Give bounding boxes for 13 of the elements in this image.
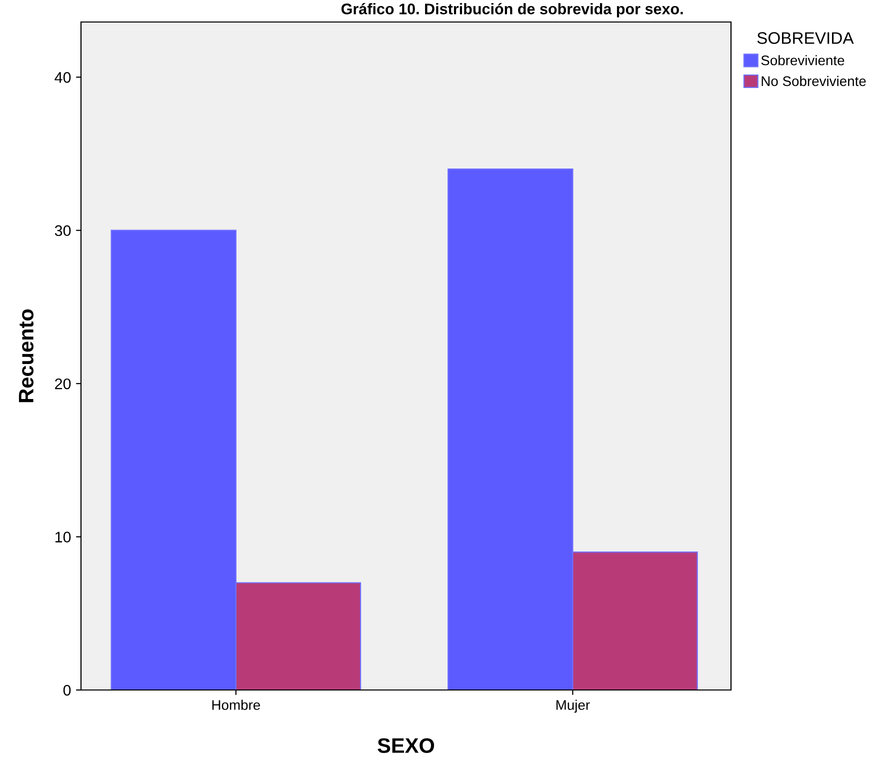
y-axis-title: Recuento — [18, 309, 34, 402]
legend-label: No Sobreviviente — [762, 76, 866, 86]
y-tick-label: 20 — [55, 378, 71, 390]
x-axis-title: SEXO — [378, 738, 434, 753]
legend-title: SOBREVIDA — [757, 32, 854, 44]
legend-label: Sobreviviente — [761, 55, 844, 66]
chart-title: Gráfico 10. Distribución de sobrevida por sexo. — [341, 3, 683, 18]
y-tick-label: 10 — [55, 532, 71, 542]
y-tick-label: 0 — [63, 684, 71, 696]
x-tick-label: Hombre — [212, 700, 260, 710]
y-tick-label: 30 — [54, 225, 71, 236]
x-tick-label: Mujer — [556, 700, 590, 713]
y-tick-label: 40 — [54, 72, 71, 83]
